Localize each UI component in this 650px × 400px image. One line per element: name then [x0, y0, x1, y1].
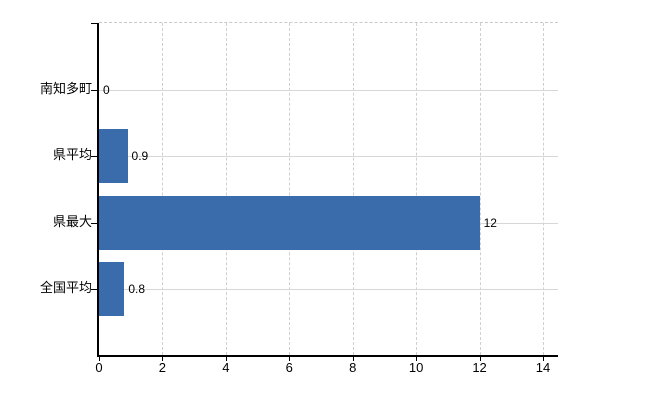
bar-value-label: 0.8: [128, 282, 146, 297]
x-tick: [416, 355, 418, 361]
x-tick: [352, 355, 354, 361]
x-tick-label: 14: [535, 360, 551, 375]
gridline-horizontal: [99, 89, 558, 91]
y-tick: [91, 23, 97, 24]
bar-value-label: 0: [103, 82, 110, 97]
bar: [99, 195, 480, 250]
bar-value-label: 0.9: [131, 149, 149, 164]
gridline-vertical: [479, 23, 481, 355]
x-tick-label: 12: [472, 360, 487, 375]
gridline-vertical: [352, 23, 354, 355]
category-label: 県平均: [52, 147, 92, 163]
x-tick-label: 8: [349, 360, 357, 375]
x-tick-label: 2: [158, 360, 167, 375]
gridline-vertical: [416, 23, 418, 355]
x-tick: [543, 355, 544, 361]
y-axis-line: [97, 23, 99, 355]
x-axis-line: [97, 355, 558, 357]
x-tick-label: 6: [285, 360, 293, 375]
bar: [99, 262, 125, 317]
gridline-vertical: [543, 23, 544, 355]
x-tick: [162, 355, 164, 361]
gridline-horizontal: [99, 156, 558, 158]
y-tick: [91, 156, 97, 158]
x-tick: [479, 355, 481, 361]
x-tick-label: 10: [408, 360, 424, 375]
gridline-vertical: [162, 23, 164, 355]
gridline-horizontal: [99, 289, 558, 291]
x-tick: [99, 355, 100, 361]
category-label: 県最大: [52, 213, 92, 229]
bar: [99, 129, 128, 184]
category-label: 全国平均: [39, 280, 92, 296]
gridline-vertical: [225, 23, 227, 355]
x-tick: [225, 355, 227, 361]
category-label: 南知多町: [39, 80, 92, 96]
x-tick-label: 0: [95, 360, 103, 375]
x-tick-label: 4: [222, 360, 230, 375]
y-tick: [91, 289, 97, 291]
bar-value-label: 12: [483, 215, 497, 230]
gridline-vertical: [289, 23, 291, 355]
y-tick: [91, 222, 97, 224]
plot-area: 0 0.9 12 0.8: [91, 22, 558, 357]
y-tick: [91, 89, 97, 91]
x-tick: [289, 355, 291, 361]
